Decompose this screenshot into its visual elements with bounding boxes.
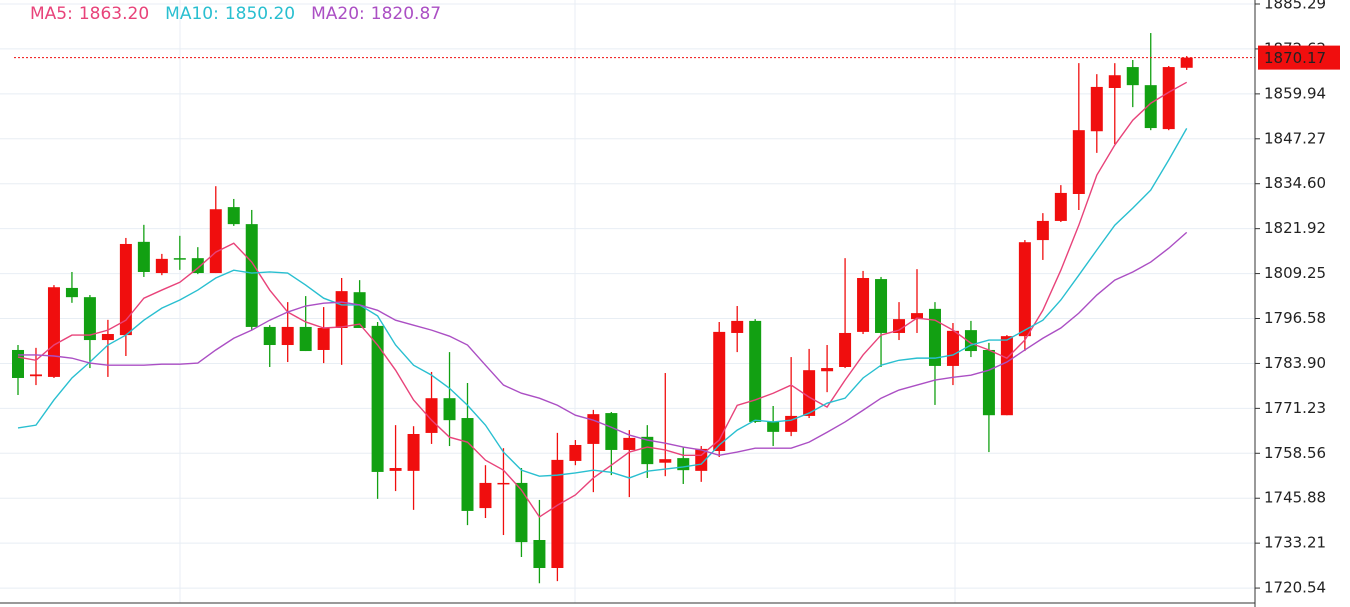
y-tick-label: 1783.90	[1264, 354, 1326, 372]
candle-body	[1018, 242, 1031, 337]
legend-entry: MA10: 1850.20	[165, 4, 295, 24]
candle-body	[1072, 130, 1085, 194]
last-price-box	[1258, 45, 1340, 70]
candle-body	[12, 349, 24, 378]
y-tick-label: 1758.56	[1264, 444, 1326, 462]
candle-body	[875, 279, 888, 333]
candle-body	[533, 539, 546, 569]
grid-layer	[0, 0, 1255, 603]
legend-name: MA5:	[30, 4, 73, 24]
legend-name: MA10:	[165, 4, 219, 24]
candle-body	[479, 482, 492, 509]
candle-body	[497, 482, 510, 485]
candle-body	[659, 459, 672, 463]
candle-body	[1126, 67, 1139, 86]
legend-value: 1863.20	[79, 4, 149, 24]
candle-body	[767, 421, 780, 432]
candle-body	[371, 325, 384, 472]
y-tick-label: 1809.25	[1264, 264, 1326, 282]
candle-body	[1000, 336, 1013, 416]
candle-body	[263, 326, 276, 346]
candle-body	[83, 297, 96, 341]
marks-layer	[12, 33, 1255, 584]
candle-body	[335, 291, 348, 328]
candle-body	[29, 374, 42, 377]
candle-body	[47, 287, 60, 377]
y-tick-label: 1834.60	[1264, 174, 1326, 192]
candle-body	[1180, 57, 1193, 68]
y-tick-label: 1771.23	[1264, 399, 1326, 417]
candle-body	[65, 287, 78, 298]
candle-body	[928, 308, 941, 366]
candle-body	[1144, 85, 1157, 129]
ma-line	[17, 81, 1188, 518]
candle-body	[731, 320, 744, 333]
ma-line	[18, 231, 1188, 456]
candle-body	[407, 433, 420, 471]
candle-body	[389, 468, 402, 471]
candle-body	[677, 458, 690, 471]
candle-body	[982, 349, 995, 416]
candle-body	[443, 398, 456, 421]
axis-layer: 1885.291872.621859.941847.271834.601821.…	[1255, 0, 1340, 597]
y-tick-label: 1720.54	[1264, 579, 1326, 597]
candle-body	[641, 436, 654, 465]
y-tick-label: 1859.94	[1264, 84, 1326, 102]
candle-body	[569, 444, 582, 461]
candle-body	[317, 327, 330, 350]
candle-body	[839, 332, 852, 367]
candle-body	[695, 448, 708, 471]
y-tick-label: 1885.29	[1264, 0, 1326, 13]
candle-body	[209, 209, 222, 274]
candle-body	[623, 437, 636, 450]
candle-body	[353, 292, 366, 328]
candle-body	[299, 326, 312, 352]
candle-body	[857, 278, 870, 332]
candle-body	[461, 418, 474, 511]
candle-body	[911, 313, 923, 320]
candle-body	[1090, 86, 1103, 132]
legend-entry: MA5: 1863.20	[30, 4, 149, 24]
legend-value: 1850.20	[225, 4, 295, 24]
candle-body	[946, 330, 959, 366]
candle-body	[713, 331, 726, 452]
ma-line	[17, 128, 1188, 479]
legend-value: 1820.87	[371, 4, 441, 24]
candle-body	[605, 413, 618, 450]
candle-body	[1054, 192, 1067, 221]
candle-body	[281, 326, 294, 346]
candle-body	[551, 459, 564, 569]
candle-body	[1108, 75, 1121, 88]
candle-body	[1036, 220, 1049, 241]
candle-body	[173, 258, 186, 260]
last-price-label: 1870.17	[1264, 49, 1326, 67]
y-tick-label: 1745.88	[1264, 489, 1326, 507]
candle-body	[155, 258, 168, 274]
candle-body	[425, 398, 438, 433]
candle-body	[749, 320, 762, 422]
y-tick-label: 1733.21	[1264, 534, 1326, 552]
candle-body	[137, 241, 150, 272]
candle-body	[101, 334, 114, 341]
candle-body	[119, 243, 132, 336]
candle-body	[227, 207, 240, 225]
y-tick-label: 1847.27	[1264, 129, 1326, 147]
candle-body	[515, 482, 528, 543]
candle-body	[1162, 67, 1175, 130]
candle-body	[893, 319, 906, 333]
legend-name: MA20:	[311, 4, 365, 24]
candle-body	[803, 370, 816, 416]
candle-body	[964, 330, 977, 352]
legend: MA5: 1863.20 MA10: 1850.20 MA20: 1820.87	[30, 4, 441, 24]
legend-entry: MA20: 1820.87	[311, 4, 441, 24]
y-tick-label: 1821.92	[1264, 219, 1326, 237]
y-tick-label: 1796.58	[1264, 309, 1326, 327]
candle-body	[245, 224, 258, 327]
candle-body	[821, 368, 834, 372]
candle-body	[191, 258, 204, 274]
